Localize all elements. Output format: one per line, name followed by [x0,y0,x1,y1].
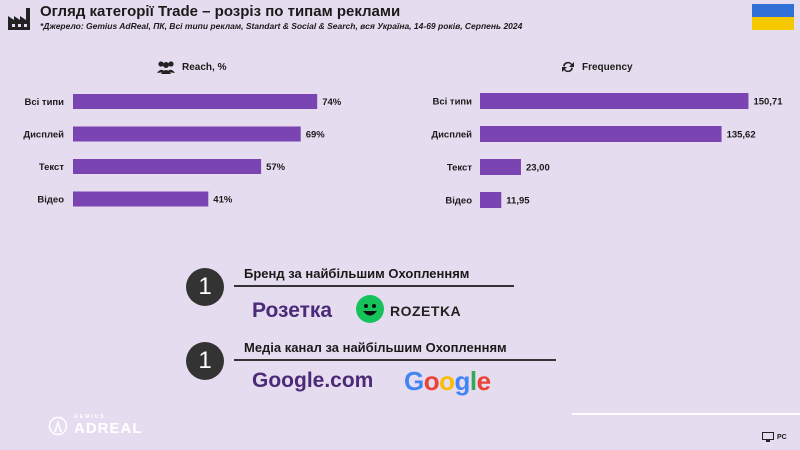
reach-category-label: Всі типи [25,97,65,108]
reach-value-label: 74% [322,97,342,108]
ukraine-flag [752,4,794,30]
frequency-bar [480,192,502,208]
footer-divider [572,413,800,415]
brand-highlight-label: Бренд за найбільшим Охопленням [244,266,470,281]
platform-label: PC [777,433,787,441]
factory-icon [8,8,30,30]
brand-highlight-value: Розетка [252,299,333,322]
reach-value-label: 69% [306,130,326,141]
bar-charts: Всі типи 74% Дисплей 69% Текст 57% Відео 41% Всі… [23,93,783,208]
frequency-category-label: Відео [445,196,472,207]
brand-divider [234,285,514,287]
frequency-value-label: 150,71 [753,97,783,108]
rozetka-smile-icon [356,295,384,323]
rank-badge-brand: 1 [186,268,224,306]
reach-bar [73,159,262,174]
frequency-bar [480,159,521,175]
frequency-bar [480,126,722,142]
adreal-logo: GEMIUS ADREAL [48,414,143,437]
source-note: *Джерело: Gemius AdReal, ПК, Всі типи ре… [40,21,523,31]
reach-bar [73,94,318,109]
frequency-value-label: 11,95 [506,196,530,207]
rozetka-logo: ROZETKA [390,303,462,319]
frequency-value-label: 23,00 [526,163,550,174]
frequency-value-label: 135,62 [727,130,756,141]
reach-bar [73,191,209,207]
platform-indicator: PC [762,432,787,442]
pc-icon [762,432,774,442]
page-title: Огляд категорії Trade – розріз по типам … [40,3,401,20]
frequency-chart-title: Frequency [582,61,633,73]
refresh-icon [562,61,574,73]
media-highlight-value: Google.com [252,369,374,392]
reach-category-label: Текст [39,162,65,173]
reach-value-label: 57% [266,162,286,173]
reach-value-label: 41% [213,195,233,206]
adreal-emblem-icon [48,416,68,435]
frequency-category-label: Текст [447,163,473,174]
gemius-label: GEMIUS [74,414,106,420]
adreal-brand: ADREAL [74,420,143,437]
frequency-category-label: Всі типи [433,97,473,108]
frequency-bar [480,93,749,109]
google-logo: Google [404,366,491,396]
rank-badge-media: 1 [186,342,224,380]
reach-chart-title: Reach, % [182,61,227,73]
reach-chart-header: Reach, % [156,60,226,74]
audience-icon [157,61,175,74]
reach-category-label: Дисплей [23,130,64,141]
media-divider [234,359,556,361]
frequency-category-label: Дисплей [431,130,472,141]
reach-category-label: Відео [37,195,64,206]
media-highlight-label: Медіа канал за найбільшим Охопленням [244,340,507,355]
reach-bar [73,126,301,142]
frequency-chart-header: Frequency [560,60,633,74]
